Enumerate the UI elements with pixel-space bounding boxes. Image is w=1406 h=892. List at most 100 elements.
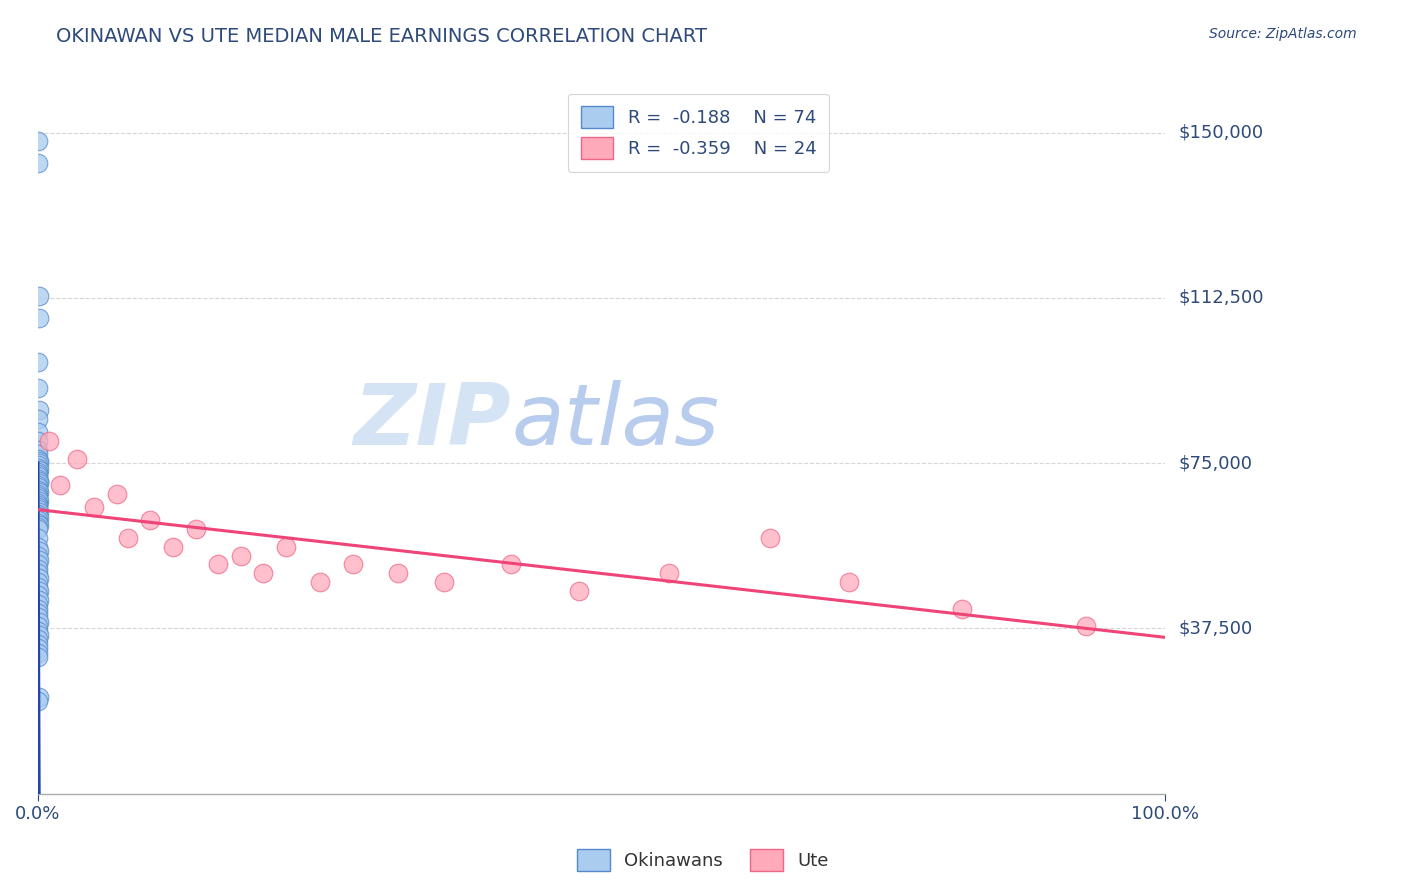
Point [27,496,49,510]
Point [27,597,49,611]
Point [27,606,49,620]
Point [950,601,973,615]
Point [27,522,49,536]
Text: OKINAWAN VS UTE MEDIAN MALE EARNINGS CORRELATION CHART: OKINAWAN VS UTE MEDIAN MALE EARNINGS COR… [56,27,707,45]
Point [27,619,49,633]
Point [27,650,49,665]
Point [27,134,49,148]
Point [27,288,49,302]
Point [27,549,49,563]
Point [27,520,49,534]
Point [27,624,49,638]
Point [207,558,229,572]
Point [27,566,49,581]
Point [27,507,49,521]
Point [27,463,49,477]
Point [162,540,184,554]
Point [27,601,49,615]
Point [28,474,51,488]
Point [139,513,162,527]
Point [27,513,49,527]
Point [49,478,72,492]
Point [27,489,49,503]
Point [27,478,49,492]
Point [27,517,49,532]
Point [27,575,49,590]
Point [27,467,49,482]
Point [308,575,330,590]
Point [274,540,297,554]
Point [27,465,49,479]
Point [27,442,49,457]
Point [28,553,51,567]
Point [27,516,49,530]
Point [27,484,49,499]
Point [27,487,49,501]
Legend: Okinawans, Ute: Okinawans, Ute [571,842,835,879]
Point [568,583,591,598]
Point [28,511,51,525]
Text: $150,000: $150,000 [1180,123,1264,142]
Text: ZIP: ZIP [353,380,512,463]
Point [27,502,49,516]
Point [83,500,105,515]
Point [27,491,49,506]
Text: Source: ZipAtlas.com: Source: ZipAtlas.com [1209,27,1357,41]
Point [229,549,252,563]
Point [184,522,207,536]
Point [27,505,49,519]
Point [27,571,49,585]
Point [27,615,49,629]
Point [38,434,60,448]
Point [27,403,49,417]
Point [432,575,454,590]
Text: atlas: atlas [512,380,720,463]
Point [759,531,782,545]
Point [27,580,49,594]
Text: $37,500: $37,500 [1180,619,1253,638]
Point [658,566,681,581]
Point [387,566,409,581]
Point [501,558,523,572]
Point [27,454,49,468]
Point [27,460,49,475]
Point [27,628,49,642]
Point [27,447,49,461]
Point [27,562,49,576]
Point [27,412,49,426]
Point [838,575,860,590]
Point [27,456,49,470]
Point [27,475,49,490]
Point [27,471,49,485]
Point [27,531,49,545]
Point [27,480,49,494]
Text: $112,500: $112,500 [1180,289,1264,307]
Point [27,544,49,558]
Point [27,434,49,448]
Point [27,558,49,572]
Point [28,310,51,325]
Point [252,566,274,581]
Point [27,493,49,508]
Point [27,610,49,624]
Point [27,355,49,369]
Point [27,646,49,660]
Point [27,540,49,554]
Point [27,637,49,651]
Point [66,451,89,466]
Point [27,500,49,515]
Legend: R =  -0.188    N = 74, R =  -0.359    N = 24: R = -0.188 N = 74, R = -0.359 N = 24 [568,94,830,172]
Point [27,483,49,497]
Point [27,425,49,440]
Point [27,588,49,602]
Point [27,508,49,523]
Point [1076,619,1098,633]
Point [117,531,139,545]
Point [342,558,364,572]
Point [28,583,51,598]
Point [27,690,49,704]
Point [27,694,49,708]
Point [27,156,49,170]
Point [27,632,49,647]
Point [105,487,128,501]
